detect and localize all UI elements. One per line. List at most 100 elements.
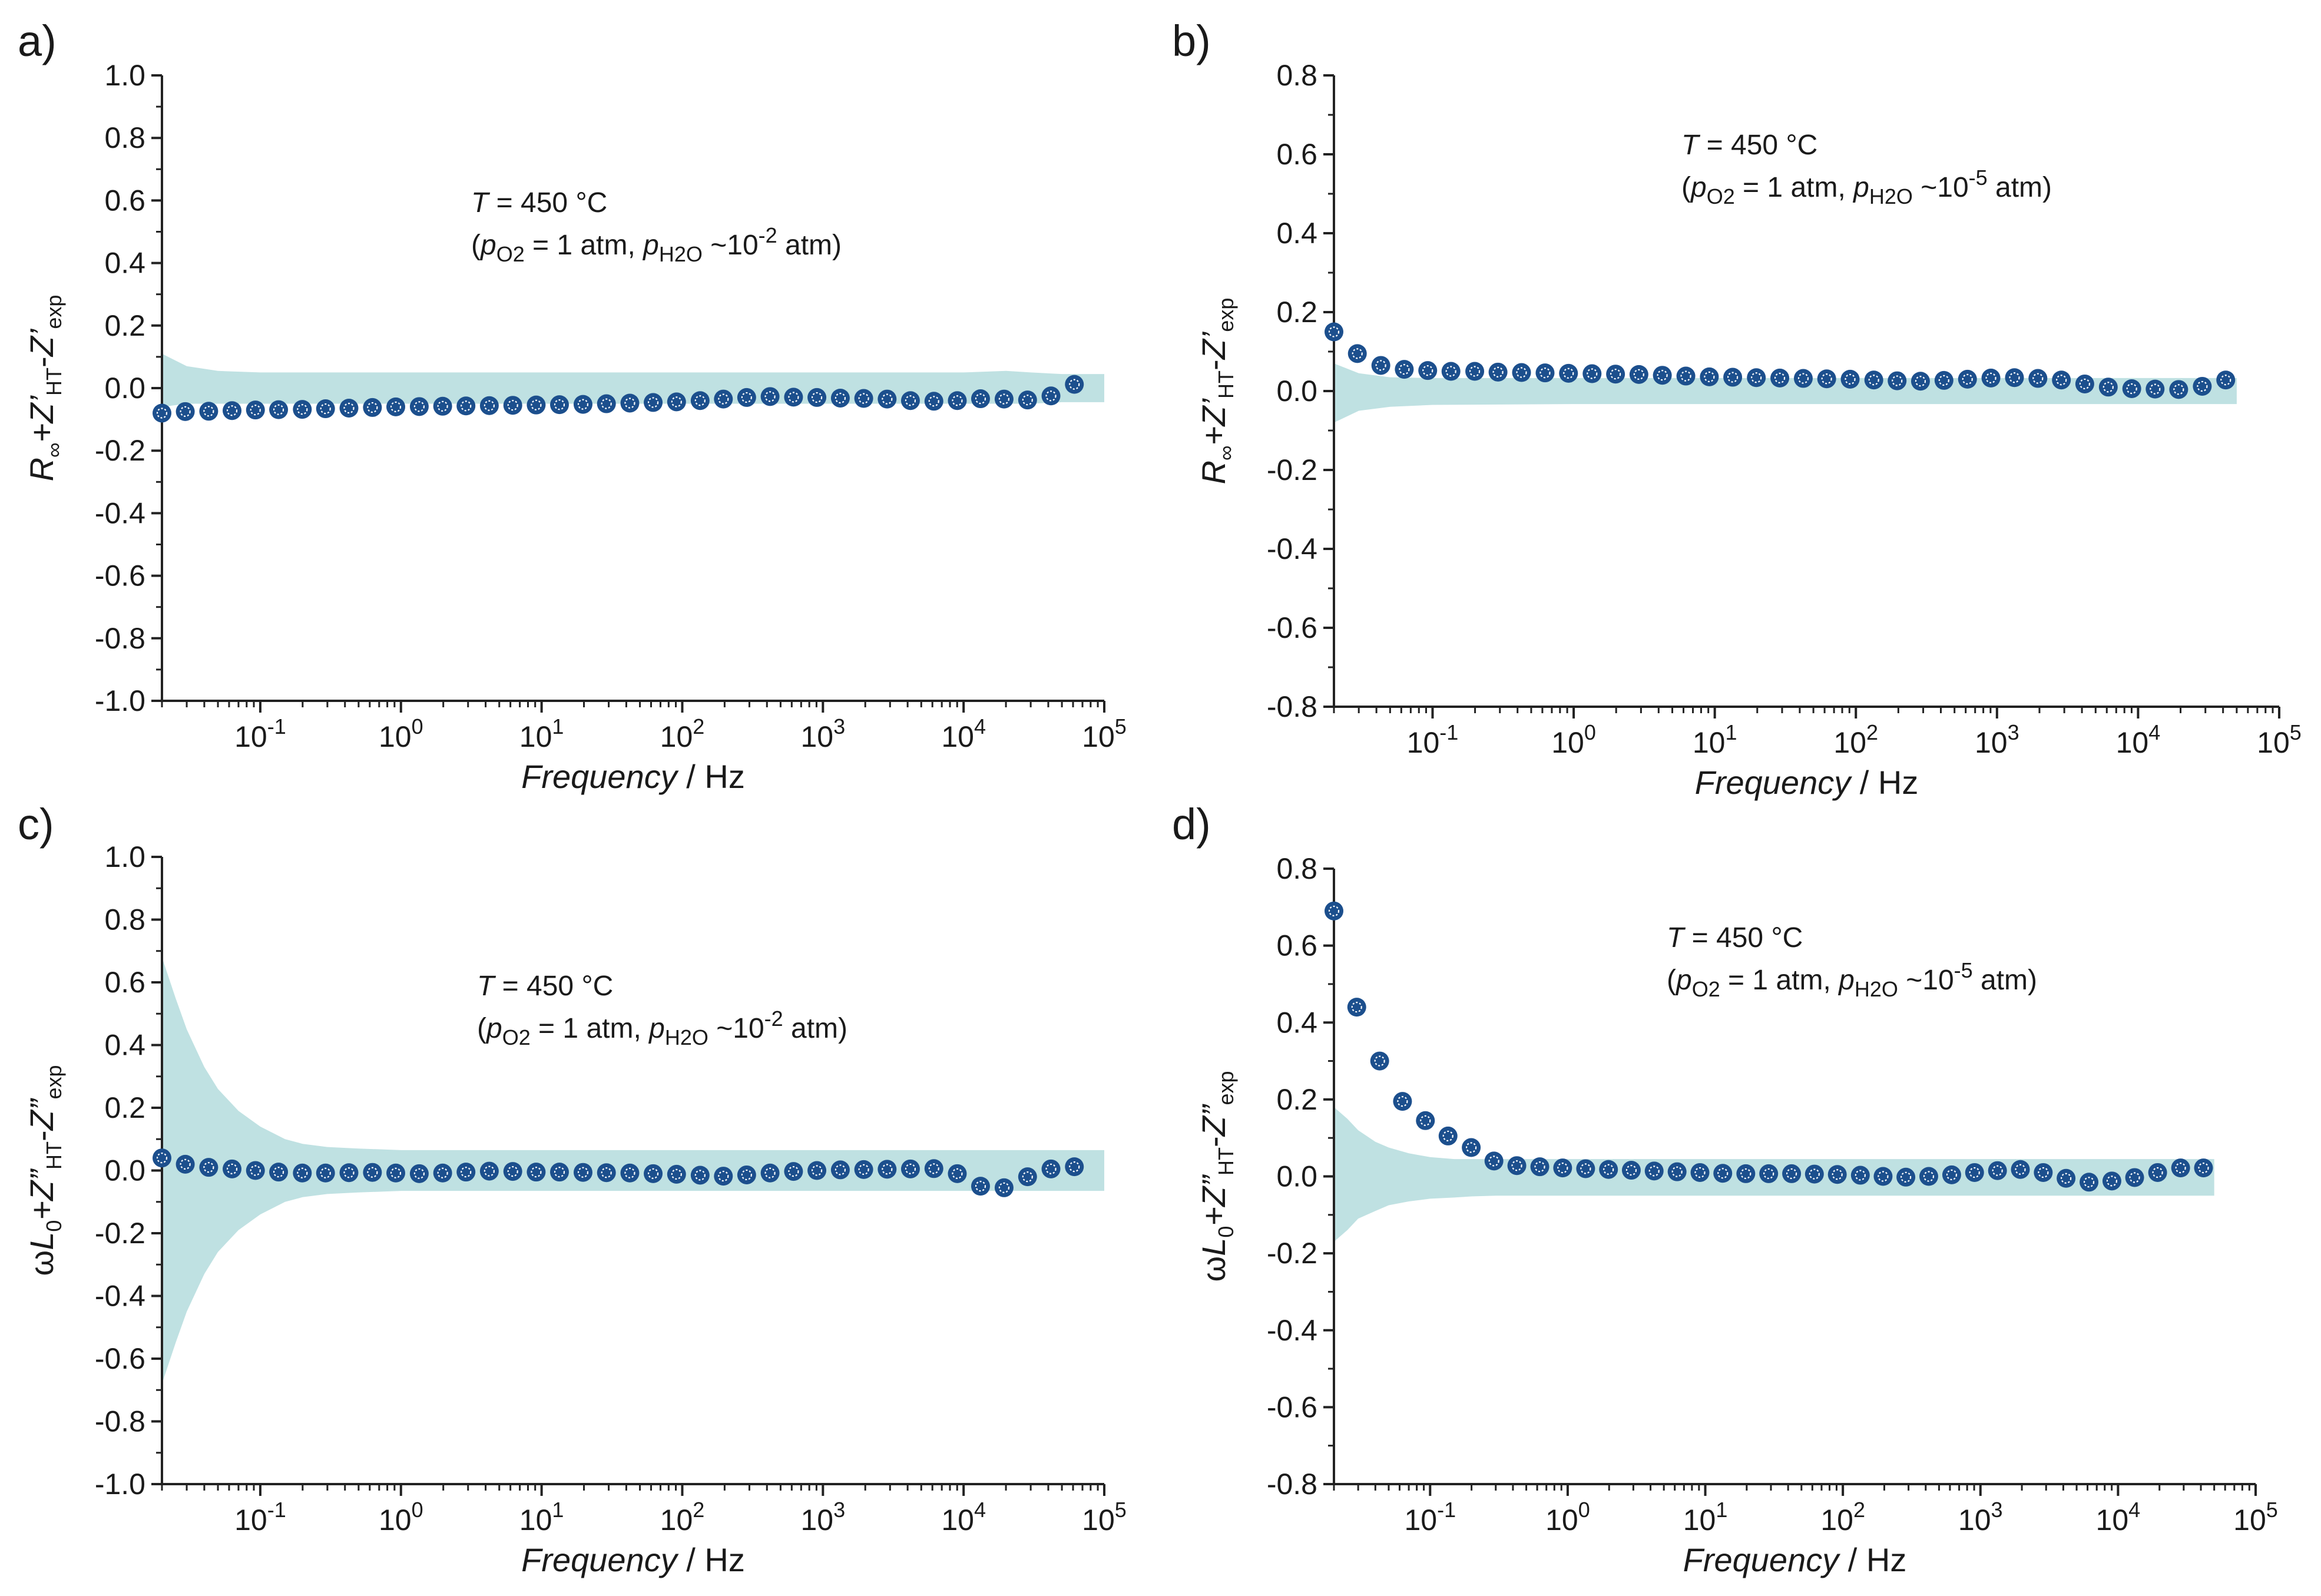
data-point-marker bbox=[784, 1162, 803, 1181]
data-point bbox=[1438, 1126, 1458, 1145]
data-point bbox=[1065, 375, 1084, 394]
y-tick-label: 0.2 bbox=[1276, 296, 1317, 329]
data-point-marker bbox=[971, 389, 990, 409]
y-title-middle: +Z’ bbox=[23, 395, 60, 442]
x-tick-label: 102 bbox=[660, 1498, 705, 1537]
data-point bbox=[1864, 370, 1883, 390]
data-point bbox=[878, 389, 897, 409]
x-tick-base: 10 bbox=[1082, 1504, 1115, 1537]
y-title-sep: - bbox=[23, 1130, 60, 1141]
annotation-temperature: T = 450 °C bbox=[1667, 922, 1803, 953]
data-point bbox=[1782, 1164, 1802, 1183]
data-point bbox=[1347, 344, 1367, 363]
data-point bbox=[854, 389, 873, 408]
x-tick-label: 104 bbox=[941, 714, 986, 753]
data-point bbox=[1958, 369, 1977, 389]
data-point-marker bbox=[1371, 356, 1390, 375]
data-point bbox=[1934, 370, 1954, 390]
x-tick-label: 103 bbox=[800, 1498, 845, 1537]
x-tick-exponent: 0 bbox=[412, 714, 423, 739]
data-point bbox=[1582, 364, 1602, 383]
data-point bbox=[1965, 1163, 1984, 1182]
data-point bbox=[2216, 370, 2236, 390]
data-point-pattern bbox=[2015, 1164, 2026, 1175]
data-point bbox=[1888, 371, 1907, 390]
data-point bbox=[1827, 1165, 1847, 1184]
data-point-pattern bbox=[367, 1167, 378, 1178]
y-title-middle: +Z’ bbox=[1195, 398, 1232, 445]
y-title-sub-1: HT bbox=[1214, 370, 1238, 399]
data-point bbox=[597, 1163, 616, 1183]
data-point-marker bbox=[2194, 1158, 2213, 1178]
data-point bbox=[644, 393, 663, 412]
data-point bbox=[2122, 379, 2141, 398]
data-point-pattern bbox=[671, 396, 682, 408]
data-point-pattern bbox=[1962, 373, 1973, 385]
data-point bbox=[293, 400, 312, 419]
data-point-pattern bbox=[1045, 390, 1057, 402]
y-tick-label: -0.2 bbox=[95, 1217, 145, 1250]
data-point bbox=[1690, 1163, 1710, 1182]
data-point-pattern bbox=[413, 1168, 425, 1179]
data-point-marker bbox=[176, 1154, 195, 1174]
ann-close: atm) bbox=[1988, 172, 2052, 203]
data-point bbox=[246, 400, 265, 420]
x-tick-exponent: 2 bbox=[1853, 1498, 1865, 1522]
data-point-pattern bbox=[273, 1167, 284, 1178]
data-point bbox=[644, 1164, 663, 1183]
x-tick-exponent: 2 bbox=[1866, 720, 1878, 744]
y-tick-label: 1.0 bbox=[104, 840, 145, 873]
data-point-pattern bbox=[1809, 1168, 1820, 1180]
data-point bbox=[316, 1163, 335, 1183]
data-point-pattern bbox=[1511, 1160, 1522, 1171]
data-point bbox=[223, 401, 242, 420]
data-point-marker bbox=[433, 396, 452, 416]
data-point-pattern bbox=[1352, 348, 1363, 359]
data-point-pattern bbox=[437, 1167, 448, 1178]
data-point-pattern bbox=[2083, 1177, 2095, 1188]
y-tick-label: 0.4 bbox=[104, 1029, 145, 1062]
x-tick-label: 103 bbox=[1975, 720, 2019, 759]
data-point bbox=[1676, 366, 1696, 386]
data-point-pattern bbox=[1657, 370, 1668, 381]
data-point-pattern bbox=[156, 1153, 168, 1164]
data-point-marker bbox=[1416, 1111, 1435, 1130]
data-point bbox=[339, 1163, 359, 1183]
data-point-pattern bbox=[554, 399, 565, 410]
data-point bbox=[433, 1163, 452, 1183]
data-point bbox=[620, 1163, 640, 1183]
data-point-pattern bbox=[788, 1165, 799, 1177]
data-point-marker bbox=[760, 387, 780, 406]
data-point bbox=[1507, 1156, 1527, 1176]
y-tick-label: 0.0 bbox=[1276, 1160, 1317, 1193]
data-point-marker bbox=[1530, 1157, 1549, 1177]
ann-close: atm) bbox=[1973, 965, 2037, 996]
data-point-marker bbox=[1873, 1167, 1893, 1186]
x-tick-exponent: 5 bbox=[1115, 714, 1127, 739]
x-tick-exponent: 1 bbox=[552, 1498, 564, 1522]
x-tick-base: 10 bbox=[1820, 1504, 1853, 1537]
data-point-marker bbox=[900, 1159, 920, 1178]
y-tick-label: -0.8 bbox=[95, 1405, 145, 1438]
data-point-pattern bbox=[507, 1165, 518, 1177]
data-point-marker bbox=[1325, 901, 1343, 920]
x-tick-base: 10 bbox=[1693, 726, 1726, 759]
data-point-pattern bbox=[1992, 1165, 2003, 1176]
data-point-pattern bbox=[367, 402, 378, 413]
x-tick-exponent: 3 bbox=[833, 1498, 845, 1522]
data-point-pattern bbox=[1563, 367, 1574, 379]
data-point-marker bbox=[1736, 1164, 1756, 1183]
data-point-pattern bbox=[577, 399, 589, 410]
x-tick-base: 10 bbox=[2257, 726, 2290, 759]
data-point bbox=[1942, 1165, 1961, 1184]
data-point bbox=[1553, 1158, 1572, 1178]
y-tick-label: -0.8 bbox=[1267, 690, 1317, 723]
x-tick-exponent: -1 bbox=[267, 1498, 286, 1522]
data-point bbox=[199, 1158, 218, 1177]
data-point bbox=[924, 392, 943, 411]
y-tick-label: 0.0 bbox=[104, 372, 145, 405]
x-tick-label: 105 bbox=[2257, 720, 2302, 759]
x-axis-title-unit: / Hz bbox=[1850, 764, 1918, 801]
data-point bbox=[2193, 376, 2212, 396]
data-point-marker bbox=[269, 1163, 289, 1182]
